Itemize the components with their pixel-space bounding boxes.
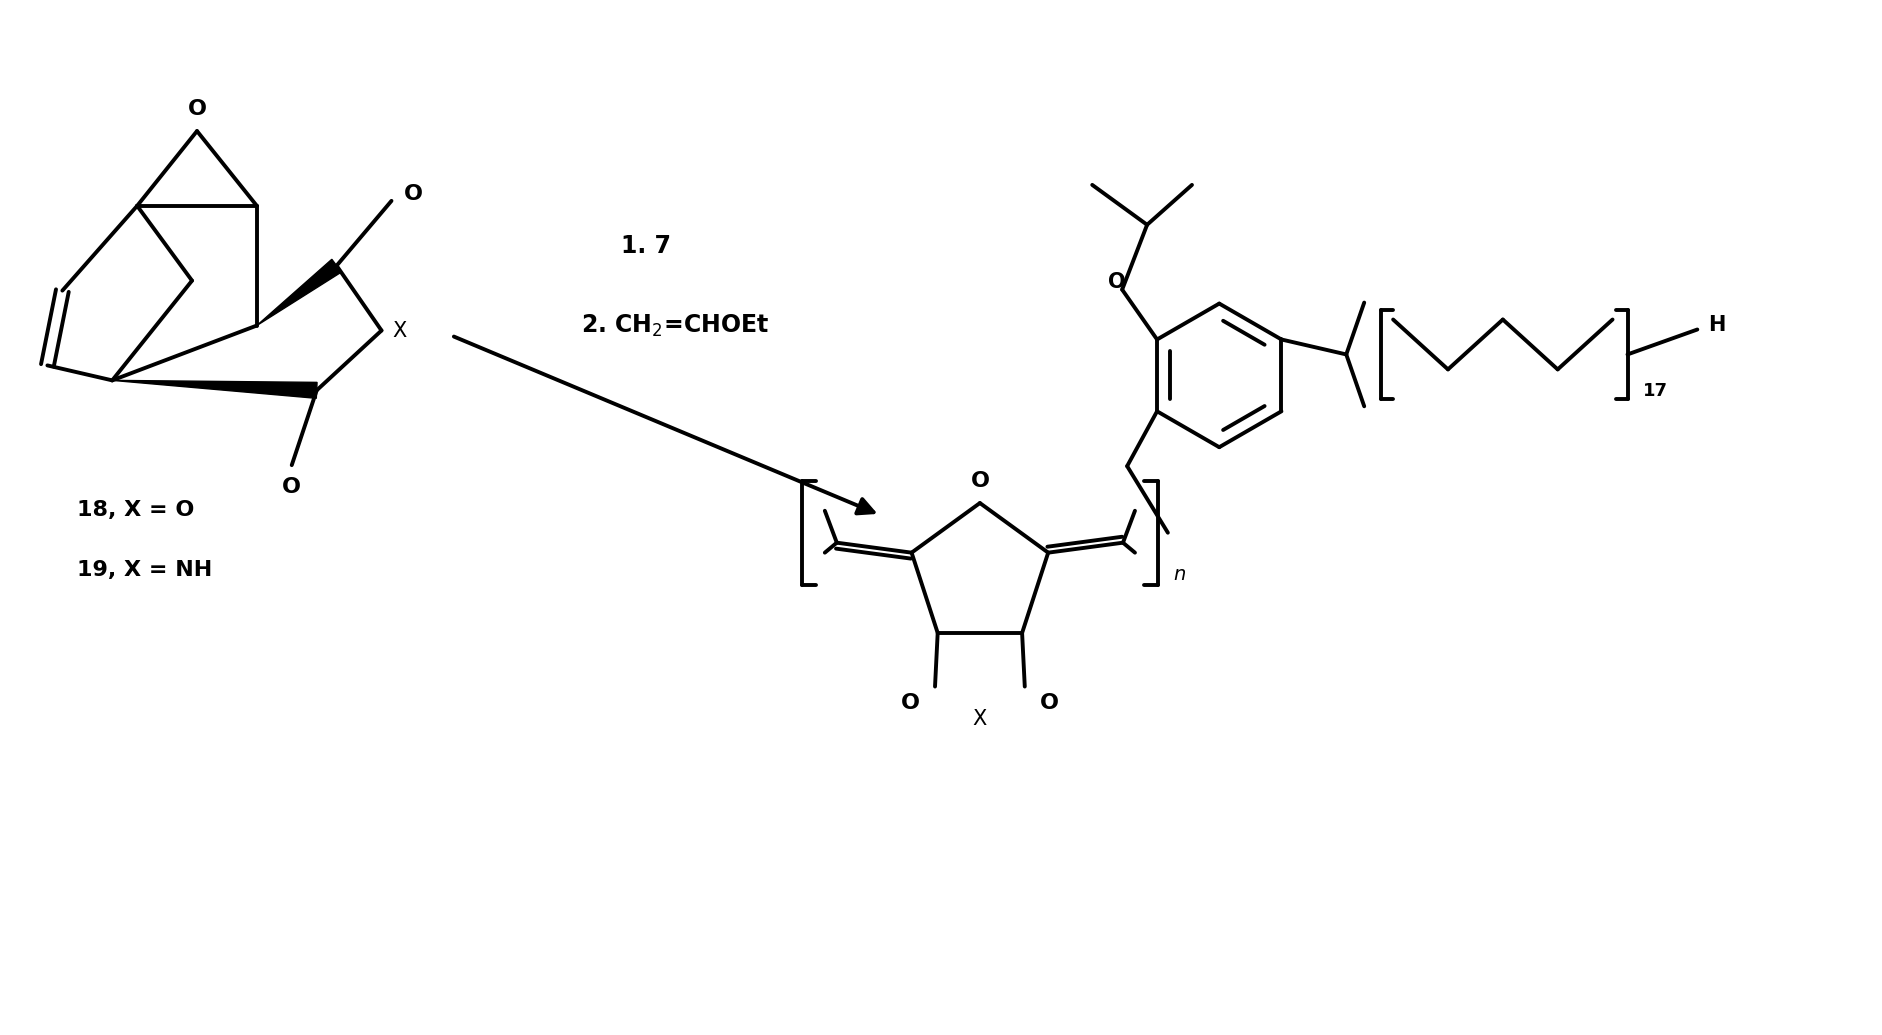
Text: O: O <box>1108 271 1125 292</box>
Text: X: X <box>391 321 407 341</box>
Text: 17: 17 <box>1643 382 1667 401</box>
Polygon shape <box>113 381 316 398</box>
Text: 18, X = O: 18, X = O <box>77 500 194 520</box>
Text: 19, X = NH: 19, X = NH <box>77 560 213 580</box>
Text: O: O <box>188 99 207 119</box>
Text: H: H <box>1709 315 1726 334</box>
Text: 1. 7: 1. 7 <box>621 234 670 258</box>
Text: X: X <box>973 709 986 730</box>
Text: O: O <box>901 693 920 713</box>
Text: 2. CH$_2$=CHOEt: 2. CH$_2$=CHOEt <box>582 313 770 338</box>
Text: O: O <box>1041 693 1060 713</box>
Text: O: O <box>405 184 423 204</box>
Polygon shape <box>256 260 341 326</box>
Text: O: O <box>282 477 301 497</box>
Text: n: n <box>1174 565 1186 584</box>
Text: O: O <box>971 471 990 491</box>
